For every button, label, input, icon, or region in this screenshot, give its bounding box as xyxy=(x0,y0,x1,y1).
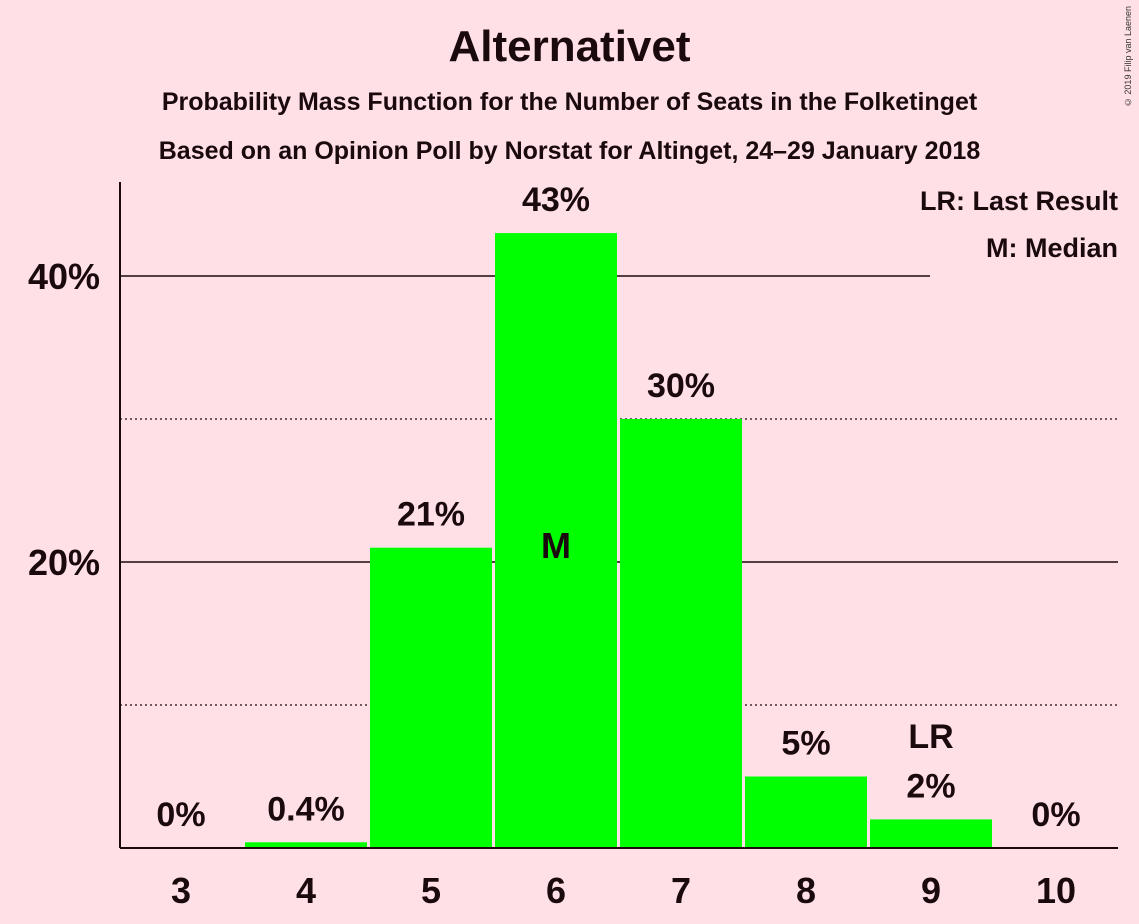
x-tick-label: 8 xyxy=(796,870,816,911)
x-tick-label: 7 xyxy=(671,870,691,911)
bar xyxy=(370,547,492,848)
x-tick-label: 5 xyxy=(421,870,441,911)
legend-median: M: Median xyxy=(986,233,1118,263)
x-tick-label: 9 xyxy=(921,870,941,911)
bar xyxy=(495,233,617,849)
x-tick-label: 4 xyxy=(296,870,316,911)
data-label: 43% xyxy=(522,181,590,219)
data-label: 5% xyxy=(781,725,830,763)
legend-background xyxy=(930,255,1118,295)
x-tick-label: 6 xyxy=(546,870,566,911)
y-tick-label: 40% xyxy=(28,256,100,297)
chart-subtitle: Probability Mass Function for the Number… xyxy=(161,88,978,116)
x-tick-label: 3 xyxy=(171,870,191,911)
legend-last-result: LR: Last Result xyxy=(920,186,1118,216)
data-label: 30% xyxy=(647,367,715,405)
bar xyxy=(620,419,742,848)
data-label: 21% xyxy=(397,496,465,534)
y-tick-label: 20% xyxy=(28,542,100,583)
data-label: 2% xyxy=(906,767,955,805)
data-label: 0% xyxy=(156,796,205,834)
chart-title: Alternativet xyxy=(448,22,691,71)
x-tick-label: 10 xyxy=(1036,870,1076,911)
last-result-marker: LR xyxy=(908,718,953,756)
bar xyxy=(870,819,992,848)
chart-subtitle-2: Based on an Opinion Poll by Norstat for … xyxy=(158,137,981,165)
bar xyxy=(745,776,867,848)
data-label: 0% xyxy=(1031,796,1080,834)
median-marker: M xyxy=(541,525,571,566)
bar xyxy=(245,842,367,848)
data-label: 0.4% xyxy=(267,790,345,828)
